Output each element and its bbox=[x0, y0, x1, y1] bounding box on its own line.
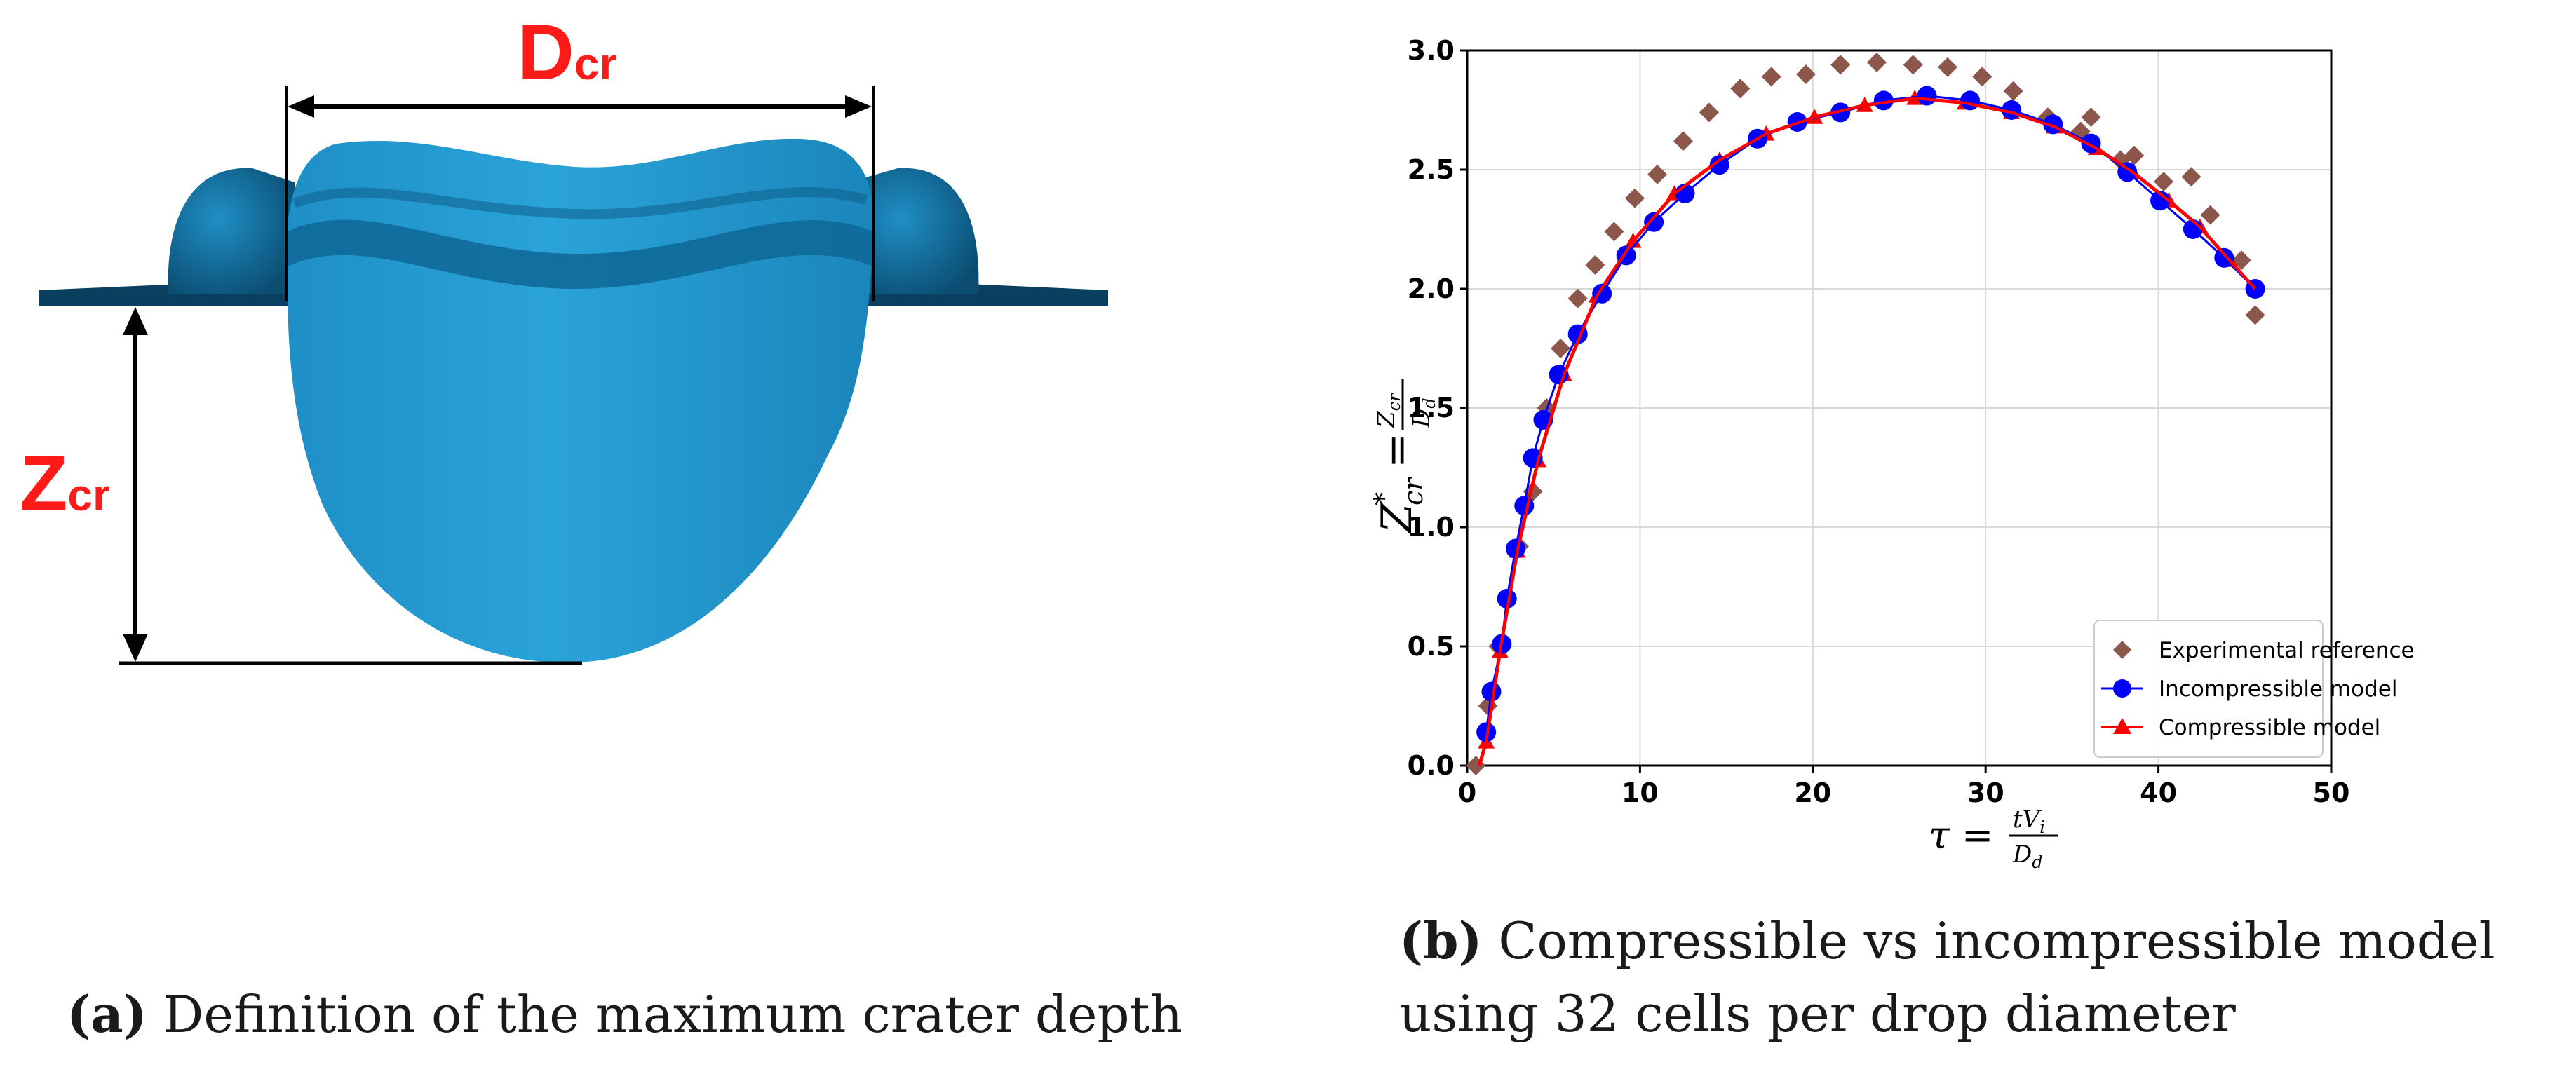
experimental-point bbox=[1585, 255, 1605, 275]
legend-box bbox=[2093, 620, 2324, 758]
svg-text:Dd: Dd bbox=[1408, 397, 1439, 428]
experimental-point bbox=[1830, 55, 1851, 75]
x-tick-label: 0 bbox=[1458, 777, 1476, 808]
x-tick-label: 10 bbox=[1621, 777, 1659, 808]
x-axis-label: τ = tVi Dd bbox=[1929, 806, 2058, 872]
experimental-point bbox=[1551, 339, 1571, 358]
svg-text:cr: cr bbox=[1398, 476, 1429, 505]
caption-panel-a: (a) Definition of the maximum crater dep… bbox=[67, 978, 1189, 1051]
experimental-point bbox=[2110, 150, 2131, 170]
incompressible-point bbox=[2117, 162, 2138, 182]
depth-label: Zcr bbox=[20, 440, 110, 527]
experimental-point bbox=[2003, 81, 2023, 101]
depth-arrowhead-bottom bbox=[123, 634, 148, 662]
experimental-point bbox=[1647, 164, 1668, 184]
incompressible-point bbox=[1514, 496, 1535, 516]
y-axis-label: Z * cr = Zcr Dd bbox=[1368, 379, 1439, 534]
experimental-point bbox=[1972, 67, 1992, 87]
svg-text:*: * bbox=[1368, 492, 1399, 505]
y-tick-label: 1.5 bbox=[1408, 393, 1455, 423]
x-tick-label: 40 bbox=[2140, 777, 2177, 808]
legend-label: Experimental reference bbox=[2159, 638, 2415, 663]
diameter-arrowhead-right bbox=[845, 95, 872, 118]
incompressible-point bbox=[1476, 722, 1497, 742]
experimental-point bbox=[1761, 67, 1781, 87]
y-tick-label: 0.0 bbox=[1408, 750, 1455, 781]
svg-text:Dd: Dd bbox=[2012, 841, 2043, 872]
incompressible-point bbox=[1505, 538, 1525, 559]
y-tick-label: 0.5 bbox=[1408, 631, 1455, 662]
x-tick-label: 30 bbox=[1967, 777, 2004, 808]
experimental-point bbox=[2181, 167, 2201, 187]
experimental-point bbox=[1699, 102, 1719, 123]
legend-marker-incompressible bbox=[2113, 679, 2131, 698]
y-tick-label: 2.5 bbox=[1408, 154, 1455, 185]
incompressible-point bbox=[1481, 681, 1502, 702]
y-tick-label: 3.0 bbox=[1408, 35, 1455, 66]
crater-bowl bbox=[285, 138, 874, 663]
depth-arrowhead-top bbox=[123, 307, 148, 335]
legend-marker-compressible bbox=[2113, 718, 2131, 734]
caption-panel-b: (b) Compressible vs incompressible model… bbox=[1399, 904, 2570, 1051]
legend-marker-experimental bbox=[2113, 641, 2131, 659]
diameter-label: Dcr bbox=[518, 8, 616, 96]
svg-text:Z: Z bbox=[1373, 503, 1422, 534]
experimental-point bbox=[1466, 756, 1486, 775]
svg-text:Zcr: Zcr bbox=[1373, 393, 1404, 428]
experimental-point bbox=[1866, 53, 1887, 72]
crater-illustration: Dcr Zcr bbox=[20, 8, 1108, 665]
series-incompressible bbox=[1476, 86, 2265, 766]
experimental-point bbox=[1937, 57, 1957, 77]
incompressible-point bbox=[2150, 191, 2171, 211]
incompressible-point bbox=[1917, 86, 1937, 106]
y-tick-label: 1.0 bbox=[1408, 512, 1455, 543]
x-tick-label: 20 bbox=[1794, 777, 1831, 808]
experimental-point bbox=[2081, 107, 2101, 128]
incompressible-point bbox=[1497, 589, 1517, 609]
experimental-point bbox=[2200, 205, 2220, 225]
incompressible-point bbox=[2214, 247, 2234, 268]
caption-b-text: Compressible vs incompressible model usi… bbox=[1399, 911, 2495, 1044]
left-rim-lobe bbox=[168, 168, 295, 294]
compressible-line-overlay bbox=[1478, 97, 2257, 766]
experimental-point bbox=[2245, 305, 2265, 325]
experimental-point bbox=[1730, 79, 1751, 99]
experimental-point bbox=[1625, 188, 1645, 208]
svg-text:τ =: τ = bbox=[1929, 813, 1993, 857]
experimental-point bbox=[1604, 222, 1624, 242]
chart-legend: Experimental reference Incompressible mod… bbox=[2093, 620, 2415, 758]
incompressible-point bbox=[1644, 212, 1664, 232]
chart-ticks: 0 10 20 30 40 50 0.0 0.5 1.0 1.5 2.0 2.5 3.0 bbox=[1408, 35, 2350, 808]
crater-depth-chart: 0 10 20 30 40 50 0.0 0.5 1.0 1.5 2.0 2.5 3.0 Experim… bbox=[1368, 35, 2415, 872]
incompressible-point bbox=[1709, 155, 1729, 175]
experimental-point bbox=[1673, 131, 1693, 151]
legend-label: Compressible model bbox=[2159, 715, 2380, 740]
crater-rim-band bbox=[288, 219, 873, 289]
x-tick-label: 50 bbox=[2313, 777, 2350, 808]
caption-a-tag: (a) bbox=[67, 984, 147, 1044]
caption-b-tag: (b) bbox=[1399, 911, 1483, 970]
svg-text:=: = bbox=[1373, 433, 1422, 468]
diameter-arrowhead-left bbox=[288, 95, 314, 118]
legend-label: Incompressible model bbox=[2159, 677, 2397, 702]
experimental-point bbox=[2124, 145, 2145, 165]
experimental-point bbox=[2153, 172, 2173, 191]
series-experimental bbox=[1466, 53, 2265, 775]
y-tick-label: 2.0 bbox=[1408, 273, 1455, 304]
incompressible-point bbox=[1873, 90, 1894, 111]
caption-a-text: Definition of the maximum crater depth bbox=[147, 985, 1182, 1044]
experimental-point bbox=[1795, 64, 1816, 84]
svg-text:tVi: tVi bbox=[2013, 806, 2045, 837]
experimental-point bbox=[1903, 55, 1923, 75]
crater-rim-highlight bbox=[292, 186, 868, 219]
experimental-point bbox=[1567, 288, 1588, 308]
right-rim-lobe bbox=[849, 168, 979, 294]
incompressible-point bbox=[1960, 90, 1981, 111]
